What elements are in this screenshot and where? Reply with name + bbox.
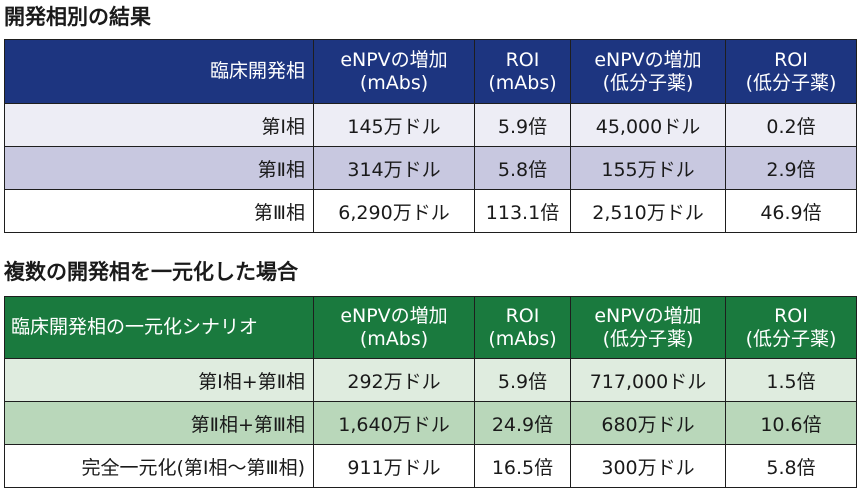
cell-roi-mabs: 5.8倍 [474,146,571,190]
header-enpv-small-molecule: eNPVの増加 (低分子薬) [570,296,726,359]
cell-enpv-mabs: 292万ドル [313,358,475,402]
cell-roi-mabs: 113.1倍 [474,189,571,233]
cell-enpv-small-molecule: 45,000ドル [570,103,726,147]
table-row: 第Ⅲ相 6,290万ドル 113.1倍 2,510万ドル 46.9倍 [4,189,857,233]
table-header-row: 臨床開発相の一元化シナリオ eNPVの増加 (mAbs) ROI (mAbs) eN… [4,296,857,359]
header-roi-small-molecule: ROI (低分子薬) [725,296,857,359]
cell-roi-small-molecule: 10.6倍 [725,401,857,445]
cell-roi-small-molecule: 0.2倍 [725,103,857,147]
cell-roi-small-molecule: 46.9倍 [725,189,857,233]
cell-phase: 完全一元化(第Ⅰ相〜第Ⅲ相) [4,444,314,488]
combined-phases-table: 臨床開発相の一元化シナリオ eNPVの増加 (mAbs) ROI (mAbs) eN… [4,296,857,488]
cell-enpv-mabs: 911万ドル [313,444,475,488]
cell-phase: 第Ⅰ相+第Ⅱ相 [4,358,314,402]
header-enpv-mabs: eNPVの増加 (mAbs) [313,296,475,359]
cell-enpv-mabs: 6,290万ドル [313,189,475,233]
cell-phase: 第Ⅱ相+第Ⅲ相 [4,401,314,445]
cell-enpv-mabs: 1,640万ドル [313,401,475,445]
table-row: 第Ⅰ相 145万ドル 5.9倍 45,000ドル 0.2倍 [4,103,857,147]
cell-roi-mabs: 5.9倍 [474,103,571,147]
cell-enpv-small-molecule: 2,510万ドル [570,189,726,233]
cell-enpv-small-molecule: 680万ドル [570,401,726,445]
header-enpv-mabs: eNPVの増加 (mAbs) [313,39,475,104]
cell-phase: 第Ⅰ相 [4,103,314,147]
header-enpv-small-molecule: eNPVの増加 (低分子薬) [570,39,726,104]
header-roi-mabs: ROI (mAbs) [474,39,571,104]
table-row: 第Ⅱ相 314万ドル 5.8倍 155万ドル 2.9倍 [4,146,857,190]
cell-enpv-small-molecule: 717,000ドル [570,358,726,402]
cell-roi-mabs: 24.9倍 [474,401,571,445]
cell-enpv-mabs: 314万ドル [313,146,475,190]
table-row: 完全一元化(第Ⅰ相〜第Ⅲ相) 911万ドル 16.5倍 300万ドル 5.8倍 [4,444,857,488]
cell-roi-mabs: 5.9倍 [474,358,571,402]
header-phase-scenario: 臨床開発相の一元化シナリオ [4,296,314,359]
cell-roi-small-molecule: 1.5倍 [725,358,857,402]
header-phase: 臨床開発相 [4,39,314,104]
header-roi-small-molecule: ROI (低分子薬) [725,39,857,104]
cell-enpv-small-molecule: 300万ドル [570,444,726,488]
results-by-phase-table: 臨床開発相 eNPVの増加 (mAbs) ROI (mAbs) eNPVの増加 (低分… [4,39,857,233]
section-title-by-phase: 開発相別の結果 [4,5,151,29]
table-row: 第Ⅱ相+第Ⅲ相 1,640万ドル 24.9倍 680万ドル 10.6倍 [4,401,857,445]
cell-roi-mabs: 16.5倍 [474,444,571,488]
table-header-row: 臨床開発相 eNPVの増加 (mAbs) ROI (mAbs) eNPVの増加 (低分… [4,39,857,104]
header-roi-mabs: ROI (mAbs) [474,296,571,359]
cell-roi-small-molecule: 5.8倍 [725,444,857,488]
cell-enpv-small-molecule: 155万ドル [570,146,726,190]
section-title-combined-phases: 複数の開発相を一元化した場合 [4,260,298,284]
cell-phase: 第Ⅲ相 [4,189,314,233]
cell-roi-small-molecule: 2.9倍 [725,146,857,190]
cell-enpv-mabs: 145万ドル [313,103,475,147]
cell-phase: 第Ⅱ相 [4,146,314,190]
table-row: 第Ⅰ相+第Ⅱ相 292万ドル 5.9倍 717,000ドル 1.5倍 [4,358,857,402]
